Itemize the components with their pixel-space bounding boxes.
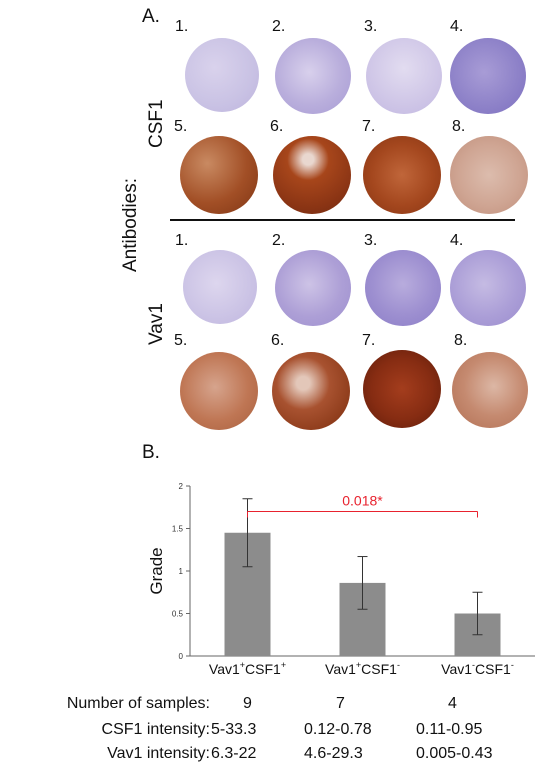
table-cell: 5-33.3 xyxy=(211,721,257,738)
panel-b-label: B. xyxy=(142,442,160,463)
table-row-label: Vav1 intensity: xyxy=(107,745,210,762)
antibodies-label: Antibodies: xyxy=(120,177,141,272)
table-cell: 0.11-0.95 xyxy=(416,721,483,738)
table-cell: 7 xyxy=(336,695,345,712)
csf1-core-6 xyxy=(273,136,351,214)
csf1-core-8 xyxy=(450,136,528,214)
csf1-core-2 xyxy=(275,38,351,114)
csf1-core-1-number: 1. xyxy=(175,18,189,35)
csf1-core-4 xyxy=(450,38,526,114)
y-tick-label: 2 xyxy=(179,482,184,491)
csf1-core-1 xyxy=(185,38,259,112)
vav1-core-8 xyxy=(452,352,528,428)
vav1-core-7-number: 7. xyxy=(362,332,376,349)
vav1-core-4 xyxy=(450,250,526,326)
vav1-core-3 xyxy=(365,250,441,326)
vav1-core-5-number: 5. xyxy=(174,332,188,349)
table-cell: 6.3-22 xyxy=(211,745,257,762)
y-tick-label: 1.5 xyxy=(172,525,184,534)
vav1-core-3-number: 3. xyxy=(364,232,378,249)
significance-label: 0.018* xyxy=(342,493,383,509)
vav1-core-5 xyxy=(180,352,258,430)
vav1-core-7 xyxy=(363,350,441,428)
csf1-core-6-number: 6. xyxy=(270,118,284,135)
csf1-core-5 xyxy=(180,136,258,214)
csf1-core-4-number: 4. xyxy=(450,18,464,35)
csf1-core-7-number: 7. xyxy=(362,118,376,135)
bar-chart: 0 0.5 1 1.5 2 Grade Vav1+CSF1+ Vav1+CSF1- Vav1-C… xyxy=(147,482,535,677)
table-cell: 4.6-29.3 xyxy=(304,745,363,762)
table-cell: 9 xyxy=(243,695,252,712)
csf1-core-5-number: 5. xyxy=(174,118,188,135)
x-category-label: Vav1+CSF1+ xyxy=(209,660,286,677)
y-tick-label: 0.5 xyxy=(172,610,184,619)
csf1-core-3-number: 3. xyxy=(364,18,378,35)
vav1-core-1 xyxy=(183,250,257,324)
x-category-label: Vav1-CSF1- xyxy=(441,660,514,677)
csf1-core-3 xyxy=(366,38,442,114)
vav1-core-6-number: 6. xyxy=(271,332,285,349)
vav1-core-4-number: 4. xyxy=(450,232,464,249)
csf1-core-2-number: 2. xyxy=(272,18,286,35)
panel-a-label: A. xyxy=(142,6,160,27)
y-tick-label: 0 xyxy=(179,652,184,661)
table-row-label: Number of samples: xyxy=(66,695,210,712)
group-divider-line xyxy=(170,219,515,221)
y-axis-label: Grade xyxy=(147,547,166,594)
vav1-group-label: Vav1 xyxy=(146,303,167,345)
vav1-core-2-number: 2. xyxy=(272,232,286,249)
table-row-label: CSF1 intensity: xyxy=(101,721,210,738)
table-cell: 4 xyxy=(448,695,457,712)
csf1-core-7 xyxy=(363,136,441,214)
vav1-core-8-number: 8. xyxy=(454,332,468,349)
vav1-core-6 xyxy=(272,352,350,430)
table-cell: 0.12-0.78 xyxy=(304,721,372,738)
table-cell: 0.005-0.43 xyxy=(416,745,493,762)
csf1-group-label: CSF1 xyxy=(146,99,167,148)
y-tick-label: 1 xyxy=(179,567,184,576)
vav1-core-2 xyxy=(275,250,351,326)
vav1-core-1-number: 1. xyxy=(175,232,189,249)
csf1-core-8-number: 8. xyxy=(452,118,466,135)
x-category-label: Vav1+CSF1- xyxy=(325,660,400,677)
